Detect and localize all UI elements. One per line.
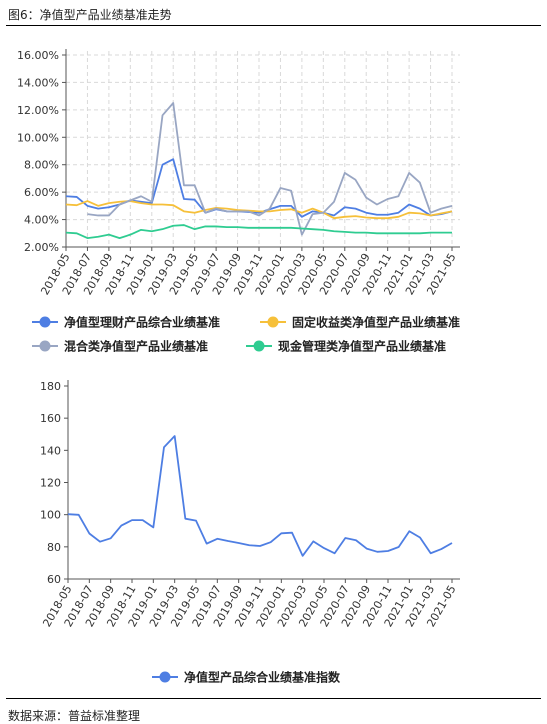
- y-tick-label: 6.00%: [24, 186, 59, 199]
- chart-benchmark-index: 60801001201401601802018-052018-072018-09…: [40, 380, 460, 629]
- series-line-1: [67, 435, 453, 557]
- y-tick-label: 180: [40, 380, 61, 393]
- chart-benchmark-index-legend: 净值型产品综合业绩基准指数: [152, 670, 341, 685]
- y-tick-label: 4.00%: [24, 214, 59, 227]
- series-line-3: [87, 102, 453, 236]
- series-line-4: [65, 224, 452, 239]
- legend-swatch-marker: [159, 671, 171, 683]
- figure-title: 图6：净值型产品业绩基准走势: [8, 8, 172, 22]
- legend-swatch-marker: [39, 340, 51, 352]
- legend-label: 净值型理财产品综合业绩基准: [64, 315, 220, 330]
- legend-label: 混合类净值型产品业绩基准: [64, 339, 208, 354]
- y-tick-label: 140: [40, 444, 61, 457]
- y-tick-label: 16.00%: [17, 49, 59, 62]
- legend-label: 固定收益类净值型产品业绩基准: [292, 315, 460, 330]
- bottom-rule: [6, 698, 541, 699]
- y-tick-label: 8.00%: [24, 159, 59, 172]
- y-tick-label: 120: [40, 477, 61, 490]
- y-tick-label: 14.00%: [17, 76, 59, 89]
- legend-swatch-marker: [253, 340, 265, 352]
- legend-label: 现金管理类净值型产品业绩基准: [278, 339, 446, 354]
- figure-source: 数据来源：普益标准整理: [8, 709, 141, 723]
- y-tick-label: 10.00%: [17, 131, 59, 144]
- top-rule: [6, 25, 541, 26]
- legend-label: 净值型产品综合业绩基准指数: [184, 670, 341, 685]
- y-tick-label: 2.00%: [24, 241, 59, 254]
- y-tick-label: 100: [40, 509, 61, 522]
- y-tick-label: 160: [40, 412, 61, 425]
- y-tick-label: 60: [47, 573, 61, 586]
- legend-swatch-marker: [267, 316, 279, 328]
- chart-benchmark-trend: 2.00% 4.00% 6.00% 8.00% 10.00% 12.00% 14.00% 16…: [17, 49, 460, 297]
- y-tick-label: 12.00%: [17, 104, 59, 117]
- y-tick-label: 80: [47, 541, 61, 554]
- legend-swatch-marker: [39, 316, 51, 328]
